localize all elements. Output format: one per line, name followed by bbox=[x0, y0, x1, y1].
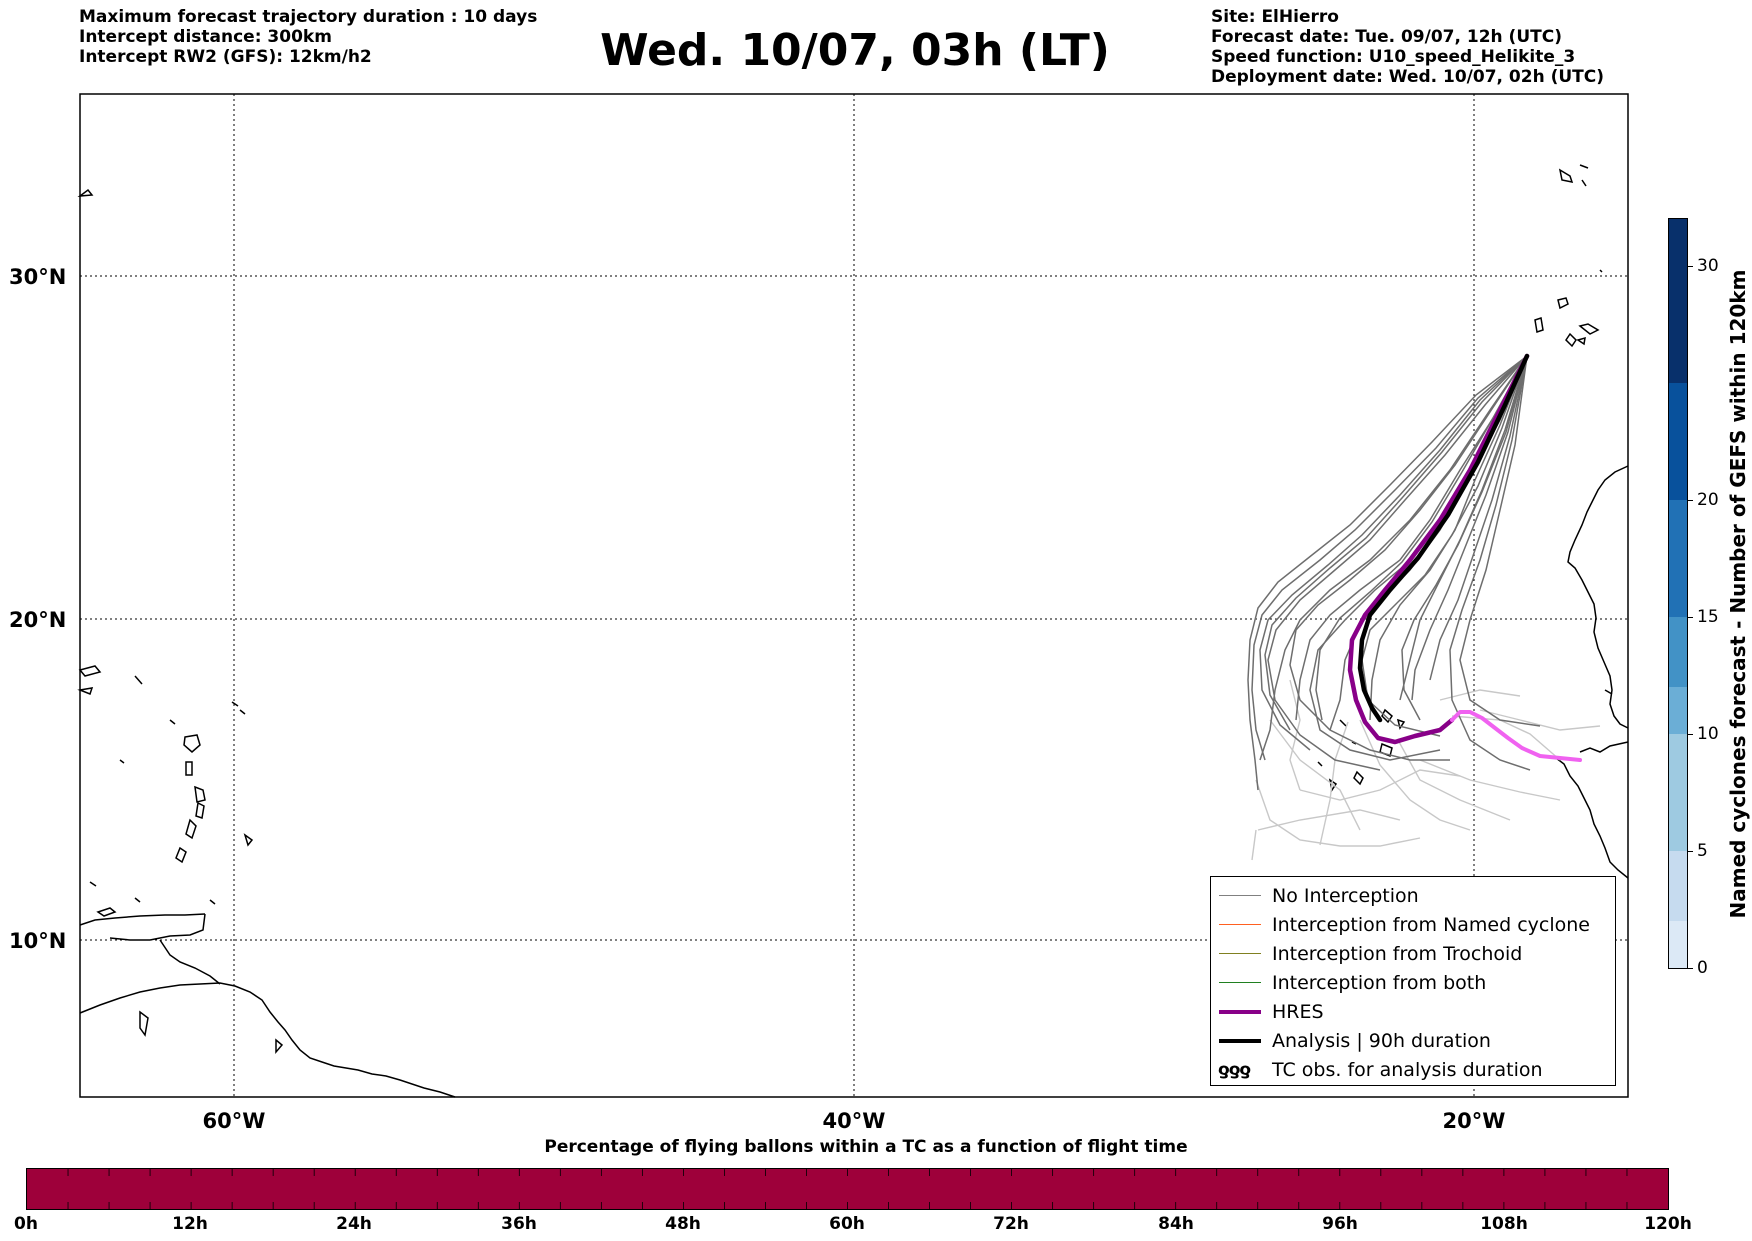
lat-label-20n: 20°N bbox=[9, 608, 66, 632]
header-left-line: Intercept distance: 300km bbox=[79, 27, 332, 47]
colorbar-tick-label: 10 bbox=[1697, 723, 1719, 744]
colorbar-tick bbox=[1688, 968, 1693, 969]
colorbar-tick bbox=[1688, 265, 1693, 267]
coastline-east bbox=[1317, 164, 1629, 879]
tc-symbol-icon: ƍƍƍ bbox=[1218, 1059, 1251, 1080]
legend-label: No Interception bbox=[1272, 884, 1419, 907]
trajectory-analysis bbox=[1357, 353, 1530, 723]
timebar-tick-label: 108h bbox=[1480, 1214, 1528, 1234]
colorbar-segment bbox=[1669, 733, 1687, 851]
legend-label: TC obs. for analysis duration bbox=[1272, 1058, 1543, 1081]
legend-swatch bbox=[1219, 1009, 1261, 1014]
legend-swatch bbox=[1219, 895, 1261, 896]
header-right-line: Speed function: U10_speed_Helikite_3 bbox=[1211, 47, 1576, 67]
colorbar-segment bbox=[1669, 499, 1687, 617]
timebar bbox=[26, 1168, 1669, 1210]
timebar-title: Percentage of flying ballons within a TC… bbox=[544, 1137, 1188, 1157]
colorbar-tick bbox=[1688, 850, 1693, 852]
legend-item-tc-obs: ƍƍƍ TC obs. for analysis duration bbox=[1211, 1055, 1615, 1084]
legend-item-no-interception: No Interception bbox=[1211, 881, 1615, 910]
page-title: Wed. 10/07, 03h (LT) bbox=[600, 25, 1110, 76]
legend-item-hres: HRES bbox=[1211, 997, 1615, 1026]
lon-label-40w: 40°W bbox=[823, 1109, 886, 1133]
legend-label: Analysis | 90h duration bbox=[1272, 1029, 1491, 1052]
legend-label: Interception from Trochoid bbox=[1272, 942, 1523, 965]
timebar-tick-label: 96h bbox=[1322, 1214, 1358, 1234]
colorbar-tick-label: 0 bbox=[1697, 958, 1708, 978]
legend-item-both: Interception from both bbox=[1211, 968, 1615, 997]
legend-item-analysis: Analysis | 90h duration bbox=[1211, 1026, 1615, 1055]
legend-label: Interception from both bbox=[1272, 971, 1487, 994]
colorbar-tick bbox=[1688, 733, 1693, 735]
legend-item-trochoid: Interception from Trochoid bbox=[1211, 939, 1615, 968]
colorbar bbox=[1668, 218, 1688, 969]
colorbar-tick-label: 15 bbox=[1697, 606, 1719, 627]
header-right-line: Forecast date: Tue. 09/07, 12h (UTC) bbox=[1211, 27, 1562, 47]
header-info-left: Maximum forecast trajectory duration : 1… bbox=[79, 7, 537, 67]
lon-label-60w: 60°W bbox=[203, 1109, 266, 1133]
colorbar-segment bbox=[1669, 850, 1687, 922]
timebar-tick-label: 60h bbox=[829, 1214, 865, 1234]
lon-label-20w: 20°W bbox=[1443, 1109, 1506, 1133]
legend-swatch bbox=[1219, 924, 1261, 925]
trajectories-light bbox=[1251, 679, 1601, 861]
colorbar-tick bbox=[1688, 499, 1693, 501]
timebar-tick-label: 48h bbox=[665, 1214, 701, 1234]
timebar-tick-label: 0h bbox=[14, 1214, 38, 1234]
colorbar-segment bbox=[1669, 219, 1687, 383]
lat-label-30n: 30°N bbox=[9, 265, 66, 289]
colorbar-segment bbox=[1669, 616, 1687, 688]
legend-swatch bbox=[1219, 953, 1261, 954]
lat-label-10n: 10°N bbox=[9, 929, 66, 953]
coastline-west bbox=[77, 188, 456, 1098]
trajectory-hres bbox=[1347, 353, 1582, 762]
legend-label: Interception from Named cyclone bbox=[1272, 913, 1590, 936]
colorbar-segment bbox=[1669, 687, 1687, 734]
legend-item-named-cyclone: Interception from Named cyclone bbox=[1211, 910, 1615, 939]
header-left-line: Intercept RW2 (GFS): 12km/h2 bbox=[79, 47, 372, 67]
timebar-tick-label: 120h bbox=[1644, 1214, 1692, 1234]
trajectories-no-interception bbox=[1247, 355, 1541, 791]
colorbar-title: Named cyclones forecast - Number of GEFS… bbox=[1726, 269, 1750, 919]
colorbar-tick bbox=[1688, 616, 1693, 618]
legend-swatch bbox=[1219, 1038, 1261, 1043]
map-frame bbox=[79, 93, 1629, 1098]
colorbar-tick-label: 30 bbox=[1697, 255, 1719, 276]
timebar-ticks bbox=[67, 1169, 1628, 1209]
header-left-line: Maximum forecast trajectory duration : 1… bbox=[79, 7, 538, 27]
colorbar-tick-label: 20 bbox=[1697, 489, 1719, 510]
header-right-line: Deployment date: Wed. 10/07, 02h (UTC) bbox=[1211, 67, 1605, 87]
timebar-tick-label: 72h bbox=[993, 1214, 1029, 1234]
timebar-tick-label: 12h bbox=[172, 1214, 208, 1234]
timebar-tick-label: 24h bbox=[336, 1214, 372, 1234]
colorbar-segment bbox=[1669, 382, 1687, 500]
legend: No Interception Interception from Named … bbox=[1210, 876, 1616, 1086]
timebar-tick-label: 84h bbox=[1158, 1214, 1194, 1234]
header-info-right: Site: ElHierro Forecast date: Tue. 09/07… bbox=[1211, 7, 1604, 87]
legend-swatch bbox=[1219, 982, 1261, 983]
legend-label: HRES bbox=[1272, 1000, 1324, 1023]
timebar-tick-label: 36h bbox=[501, 1214, 537, 1234]
colorbar-segment bbox=[1669, 921, 1687, 968]
header-right-line: Site: ElHierro bbox=[1211, 7, 1339, 27]
colorbar-tick-label: 5 bbox=[1697, 840, 1708, 861]
